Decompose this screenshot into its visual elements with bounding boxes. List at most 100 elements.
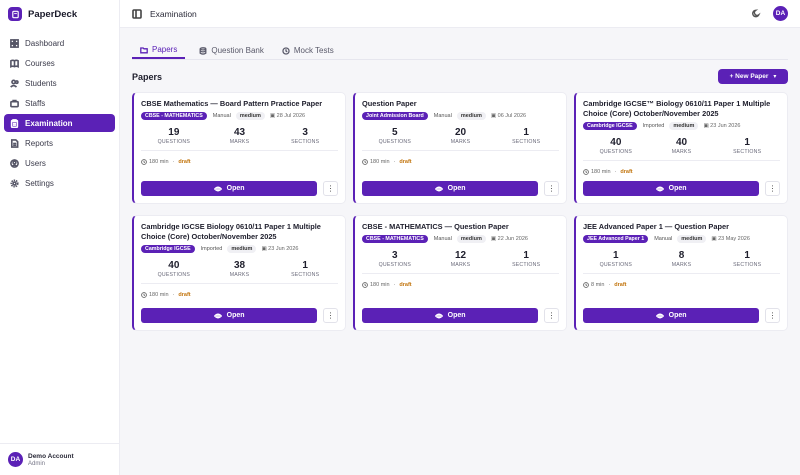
sidebar-nav: Dashboard Courses Students Staffs Examin… xyxy=(0,34,119,192)
stat-sections: 1 SECTIONS xyxy=(714,250,780,268)
paper-meta: CBSE - MATHEMATICS Manual medium ▣ 28 Ju… xyxy=(141,112,338,120)
status-badge: draft xyxy=(178,292,191,298)
stat-marks: 20 MARKS xyxy=(428,127,494,145)
paper-card-5[interactable]: CBSE - MATHEMATICS — Question Paper CBSE… xyxy=(353,215,567,331)
clipboard-icon xyxy=(10,118,19,128)
paper-title: JEE Advanced Paper 1 — Question Paper xyxy=(583,222,729,231)
duration-text: 8 min xyxy=(591,282,605,288)
open-button[interactable]: Open xyxy=(141,308,318,323)
sections-count: 1 xyxy=(523,127,529,138)
more-options-button[interactable]: ⋮ xyxy=(544,181,559,196)
sections-label: SECTIONS xyxy=(512,139,541,145)
more-options-button[interactable]: ⋮ xyxy=(765,181,780,196)
chevron-down-icon: ▾ xyxy=(773,74,777,80)
more-options-button[interactable]: ⋮ xyxy=(323,181,338,196)
tab-label: Mock Tests xyxy=(293,46,334,55)
paper-stats: 5 QUESTIONS 20 MARKS 1 SECTIONS xyxy=(362,127,559,151)
tab-bar: Papers Question Bank Mock Tests xyxy=(132,42,342,59)
questions-count: 1 xyxy=(613,250,619,261)
questions-label: QUESTIONS xyxy=(378,139,412,145)
account-role: Admin xyxy=(28,460,46,467)
source-label: Manual xyxy=(654,236,673,242)
calendar-icon: ▣ xyxy=(269,113,277,119)
more-options-button[interactable]: ⋮ xyxy=(323,308,338,323)
paper-date: ▣ 23 May 2026 xyxy=(711,236,750,242)
marks-label: MARKS xyxy=(229,139,250,145)
tab-papers[interactable]: Papers xyxy=(132,42,186,59)
questions-count: 3 xyxy=(392,250,398,261)
stat-marks: 8 MARKS xyxy=(649,250,715,268)
sidebar-item-dashboard[interactable]: Dashboard xyxy=(4,34,115,52)
open-label: Open xyxy=(226,312,245,319)
paper-footer: 180 min · draft xyxy=(362,282,559,288)
status-badge: draft xyxy=(614,282,627,288)
sidebar-item-label: Students xyxy=(25,78,57,88)
paper-meta: Cambridge IGCSE Imported medium ▣ 23 Jun… xyxy=(141,245,338,253)
paper-card-4[interactable]: Cambridge IGCSE Biology 0610/11 Paper 1 … xyxy=(132,215,346,331)
sidebar-item-students[interactable]: Students xyxy=(4,74,115,92)
sidebar-item-staffs[interactable]: Staffs xyxy=(4,94,115,112)
sidebar-item-examination[interactable]: Examination xyxy=(4,114,115,132)
open-button[interactable]: Open xyxy=(583,181,760,196)
stat-sections: 1 SECTIONS xyxy=(493,250,559,268)
tabs-divider xyxy=(132,59,788,60)
paper-title: Cambridge IGCSE Biology 0610/11 Paper 1 … xyxy=(141,222,321,241)
tab-mock-tests[interactable]: Mock Tests xyxy=(274,42,342,59)
more-options-button[interactable]: ⋮ xyxy=(765,308,780,323)
gear-icon xyxy=(10,178,19,188)
sidebar-item-settings[interactable]: Settings xyxy=(4,174,115,192)
open-button[interactable]: Open xyxy=(362,181,539,196)
sidebar-item-courses[interactable]: Courses xyxy=(4,54,115,72)
user-icon xyxy=(10,158,19,168)
brand-name: PaperDeck xyxy=(28,8,78,20)
sidebar-item-users[interactable]: Users xyxy=(4,154,115,172)
sidebar-item-label: Courses xyxy=(25,58,55,68)
board-badge: CBSE - MATHEMATICS xyxy=(141,112,207,120)
users-icon xyxy=(10,79,19,88)
open-button[interactable]: Open xyxy=(362,308,539,323)
open-button[interactable]: Open xyxy=(583,308,760,323)
questions-label: QUESTIONS xyxy=(157,139,191,145)
source-label: Manual xyxy=(433,113,452,119)
stat-questions: 5 QUESTIONS xyxy=(362,127,428,145)
marks-count: 20 xyxy=(454,127,467,138)
paper-card-3[interactable]: Cambridge IGCSE™ Biology 0610/11 Paper 1… xyxy=(574,92,788,204)
board-badge: Cambridge IGCSE xyxy=(583,122,637,130)
board-badge: Cambridge IGCSE xyxy=(141,245,195,253)
paper-card-6[interactable]: JEE Advanced Paper 1 — Question Paper JE… xyxy=(574,215,788,331)
date-text: 23 Jun 2026 xyxy=(268,246,299,252)
paper-stats: 1 QUESTIONS 8 MARKS 1 SECTIONS xyxy=(583,250,780,274)
clock-icon xyxy=(583,282,589,288)
sidebar-item-label: Dashboard xyxy=(25,38,65,48)
stat-marks: 12 MARKS xyxy=(428,250,494,268)
paper-title: CBSE - MATHEMATICS — Question Paper xyxy=(362,222,509,231)
paper-card-2[interactable]: Question Paper Joint Admission Board Man… xyxy=(353,92,567,204)
section-title: Papers xyxy=(132,72,163,82)
calendar-icon: ▣ xyxy=(703,123,711,129)
account-menu[interactable]: DA Demo Account Admin xyxy=(0,443,120,475)
avatar[interactable]: DA xyxy=(773,6,788,21)
calendar-icon: ▣ xyxy=(261,246,269,252)
brand[interactable]: PaperDeck xyxy=(0,0,119,28)
clock-icon xyxy=(141,159,147,165)
sidebar-item-reports[interactable]: Reports xyxy=(4,134,115,152)
paper-footer: 180 min · draft xyxy=(583,169,780,175)
avatar: DA xyxy=(8,452,23,467)
moon-icon[interactable] xyxy=(752,9,761,18)
tab-question-bank[interactable]: Question Bank xyxy=(191,42,271,59)
separator: · xyxy=(614,169,617,175)
marks-count: 12 xyxy=(454,250,467,261)
sections-label: SECTIONS xyxy=(512,262,541,268)
open-button[interactable]: Open xyxy=(141,181,318,196)
paper-card-1[interactable]: CBSE Mathematics — Board Pattern Practic… xyxy=(132,92,346,204)
marks-label: MARKS xyxy=(450,262,471,268)
new-paper-button[interactable]: + New Paper ▾ xyxy=(718,69,788,84)
sidebar-toggle-icon[interactable] xyxy=(132,8,142,19)
database-icon xyxy=(199,46,207,55)
eye-icon xyxy=(213,186,222,191)
more-options-button[interactable]: ⋮ xyxy=(544,308,559,323)
calendar-icon: ▣ xyxy=(490,236,498,242)
paper-meta: Joint Admission Board Manual medium ▣ 06… xyxy=(362,112,559,120)
sidebar-item-label: Staffs xyxy=(25,98,46,108)
paper-meta: Cambridge IGCSE Imported medium ▣ 23 Jun… xyxy=(583,122,780,130)
